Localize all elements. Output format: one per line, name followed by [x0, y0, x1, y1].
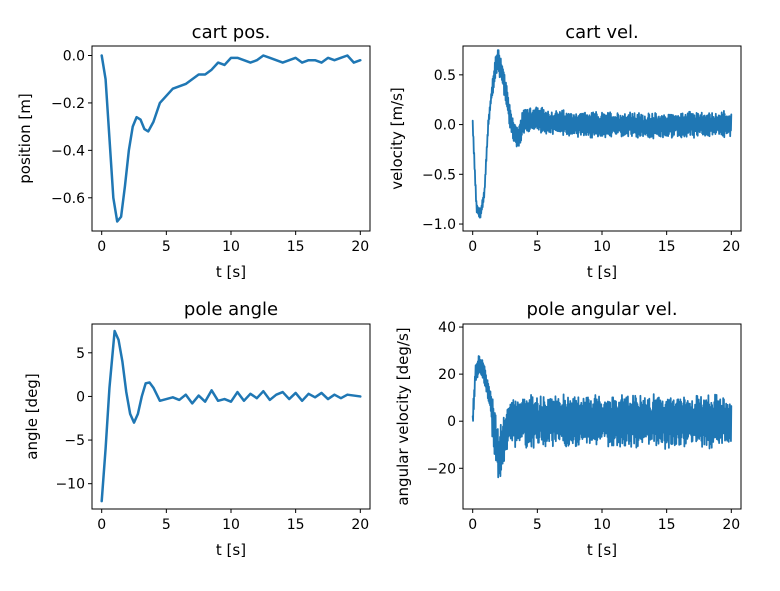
plot-area	[471, 355, 733, 479]
x-tick-label: 15	[287, 239, 305, 255]
plot-area	[100, 54, 362, 223]
x-axis-label: t [s]	[216, 263, 246, 281]
x-tick-label: 5	[533, 239, 542, 255]
x-tick-label: 5	[162, 517, 171, 533]
x-axis: 0 5 10 15 20	[468, 231, 740, 255]
x-tick-label: 0	[468, 517, 477, 533]
y-axis: 0.5 0.0 −0.5 −1.0	[422, 68, 463, 233]
axes-frame	[462, 45, 742, 232]
y-axis-label: velocity [m/s]	[388, 87, 406, 190]
plot-area	[471, 49, 733, 219]
chart-title: pole angle	[184, 299, 278, 320]
chart-title: cart pos.	[192, 22, 271, 43]
chart-title: cart vel.	[565, 22, 639, 43]
y-axis-label: angle [deg]	[23, 373, 41, 459]
x-tick-label: 10	[222, 517, 240, 533]
x-tick-label: 20	[351, 517, 369, 533]
y-axis: 5 0 −5 −10	[55, 346, 92, 493]
x-tick-label: 10	[222, 239, 240, 255]
x-tick-label: 0	[97, 517, 106, 533]
panel-cart-pos: cart pos. 0 5 10 15 20 0.0 −0.2 −0.4 −0.6 t [s]…	[16, 22, 371, 281]
y-tick-label: −10	[55, 477, 85, 493]
x-tick-label: 15	[658, 517, 676, 533]
x-axis-label: t [s]	[587, 541, 617, 559]
y-axis: 40 20 0 −20	[426, 320, 463, 477]
panel-cart-vel: cart vel. 0 5 10 15 20 0.50.0−0.5−1.0 t [s] …	[388, 22, 742, 281]
panel-pole-angular-vel: pole angular vel. 0 5 10 15 20 40 20 0 −20 t [s…	[394, 299, 742, 559]
x-tick-label: 5	[533, 517, 542, 533]
x-tick-label: 20	[722, 239, 740, 255]
series-line	[471, 49, 733, 219]
chart-title: pole angular vel.	[526, 299, 677, 320]
panel-pole-angle: pole angle 0 5 10 15 20 5 0 −5 −10 t [s] angle …	[23, 299, 371, 559]
y-tick-label: 0	[76, 389, 85, 405]
series-line	[100, 54, 362, 223]
y-tick-label: −0.2	[51, 96, 85, 112]
x-axis: 0 5 10 15 20	[97, 231, 369, 255]
axes-frame	[91, 323, 371, 510]
series-line	[471, 355, 733, 479]
y-tick-label: −1.0	[422, 217, 456, 233]
x-tick-label: 20	[351, 239, 369, 255]
y-tick-label: −0.6	[51, 191, 85, 207]
y-tick-label: 0.5	[434, 68, 456, 84]
axes-frame	[91, 45, 371, 232]
series-line	[100, 329, 362, 503]
x-tick-label: 0	[97, 239, 106, 255]
x-axis-label: t [s]	[216, 541, 246, 559]
x-axis-label: t [s]	[587, 263, 617, 281]
y-tick-label: 0.0	[63, 48, 85, 64]
y-axis-label: position [m]	[16, 93, 34, 184]
x-tick-label: 5	[162, 239, 171, 255]
y-tick-label: −5	[64, 433, 85, 449]
y-tick-label: −0.4	[51, 143, 85, 159]
x-tick-label: 10	[593, 239, 611, 255]
y-tick-label: 40	[438, 320, 456, 336]
x-axis: 0 5 10 15 20	[468, 509, 740, 533]
y-tick-label: 5	[76, 346, 85, 362]
y-axis-label: angular velocity [deg/s]	[394, 327, 412, 505]
x-tick-label: 10	[593, 517, 611, 533]
plot-area	[100, 329, 362, 503]
y-tick-label: 20	[438, 367, 456, 383]
y-tick-label: 0	[447, 414, 456, 430]
x-axis: 0 5 10 15 20	[97, 509, 369, 533]
x-tick-label: 15	[658, 239, 676, 255]
y-tick-label: 0.0	[434, 118, 456, 134]
x-tick-label: 0	[468, 239, 477, 255]
x-tick-label: 20	[722, 517, 740, 533]
y-tick-label: −0.5	[422, 167, 456, 183]
y-axis: 0.0 −0.2 −0.4 −0.6	[51, 48, 92, 207]
x-tick-label: 15	[287, 517, 305, 533]
y-tick-label: −20	[426, 461, 456, 477]
